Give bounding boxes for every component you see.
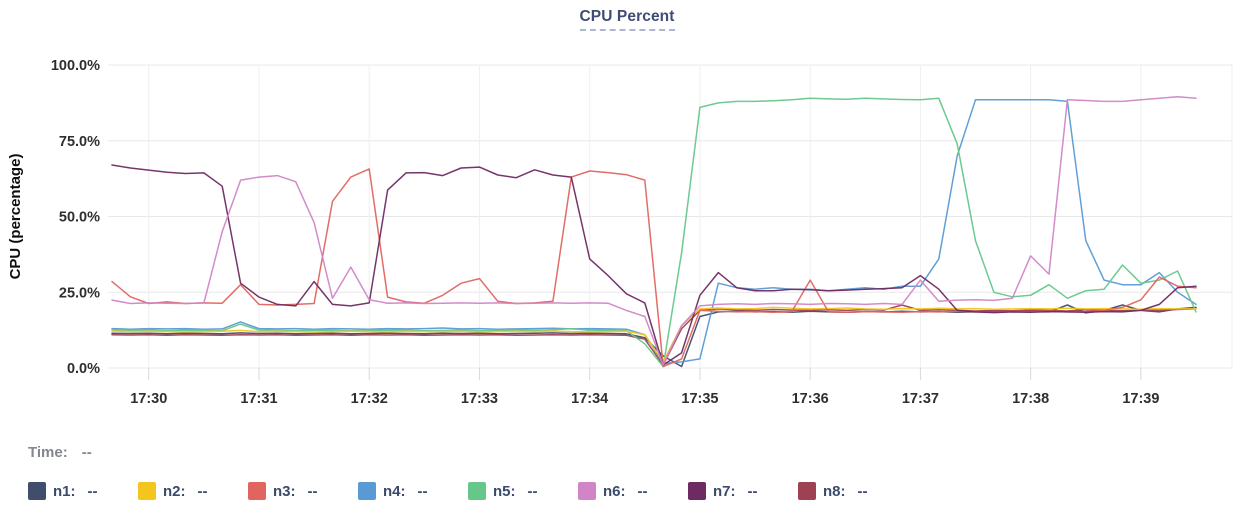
legend-item-n2[interactable]: n2: --: [138, 482, 217, 500]
y-tick-label-50.0%: 50.0%: [59, 210, 100, 226]
series-line-n3: [111, 168, 1197, 368]
y-tick-label-0.0%: 0.0%: [67, 361, 100, 377]
legend-label-n7: n7:: [713, 482, 736, 500]
x-tick-label-17:31: 17:31: [240, 391, 277, 407]
x-tick-label-17:35: 17:35: [681, 391, 718, 407]
legend-label-n4: n4:: [383, 482, 406, 500]
legend-item-n8[interactable]: n8: --: [798, 482, 877, 500]
legend-label-n3: n3:: [273, 482, 296, 500]
legend-item-n4[interactable]: n4: --: [358, 482, 437, 500]
legend-value-n6: --: [637, 482, 648, 500]
legend-item-n5[interactable]: n5: --: [468, 482, 547, 500]
x-tick-label-17:30: 17:30: [130, 391, 167, 407]
legend-item-n7[interactable]: n7: --: [688, 482, 767, 500]
x-tick-label-17:36: 17:36: [792, 391, 829, 407]
legend-label-n1: n1:: [53, 482, 76, 500]
x-tick-label-17:37: 17:37: [902, 391, 939, 407]
x-tick-label-17:32: 17:32: [351, 391, 388, 407]
series-line-n4: [111, 99, 1197, 365]
x-tick-label-17:33: 17:33: [461, 391, 498, 407]
time-value: --: [81, 444, 92, 461]
legend-swatch-n8: [798, 482, 816, 500]
series-line-n2: [111, 306, 1197, 363]
legend-value-n3: --: [307, 482, 318, 500]
legend-value-n1: --: [87, 482, 98, 500]
series-line-n8: [111, 304, 1197, 366]
series-line-n6: [111, 96, 1197, 366]
legend-swatch-n1: [28, 482, 46, 500]
legend-value-n7: --: [747, 482, 758, 500]
legend-swatch-n6: [578, 482, 596, 500]
legend-swatch-n2: [138, 482, 156, 500]
y-axis-title: CPU (percentage): [7, 154, 24, 280]
cpu-chart[interactable]: 0.0% 25.0% 50.0% 75.0% 100.0% 17:30 17:31 17:32…: [0, 0, 1254, 425]
legend-item-n1[interactable]: n1: --: [28, 482, 107, 500]
legend-label-n2: n2:: [163, 482, 186, 500]
legend-item-n6[interactable]: n6: --: [578, 482, 657, 500]
x-tick-label-17:39: 17:39: [1122, 391, 1159, 407]
x-tick-label-17:38: 17:38: [1012, 391, 1049, 407]
legend-swatch-n4: [358, 482, 376, 500]
legend-label-n6: n6:: [603, 482, 626, 500]
x-tick-label-17:34: 17:34: [571, 391, 608, 407]
legend-item-n3[interactable]: n3: --: [248, 482, 327, 500]
legend-swatch-n7: [688, 482, 706, 500]
legend-value-n8: --: [857, 482, 868, 500]
series-line-n5: [111, 97, 1197, 368]
legend-label-n8: n8:: [823, 482, 846, 500]
y-tick-label-75.0%: 75.0%: [59, 134, 100, 150]
y-tick-label-100.0%: 100.0%: [51, 58, 100, 74]
chart-title-row: CPU Percent: [0, 8, 1254, 31]
legend-value-n5: --: [527, 482, 538, 500]
legend-value-n4: --: [417, 482, 428, 500]
legend-label-n5: n5:: [493, 482, 516, 500]
chart-legend: n1: -- n2: -- n3: -- n4: -- n5: -- n6: -- n7: -- n8: --: [28, 482, 877, 500]
legend-swatch-n3: [248, 482, 266, 500]
legend-swatch-n5: [468, 482, 486, 500]
y-tick-label-25.0%: 25.0%: [59, 285, 100, 301]
legend-value-n2: --: [197, 482, 208, 500]
time-readout: Time: --: [28, 444, 92, 461]
series-line-n7: [111, 164, 1197, 366]
time-label: Time:: [28, 444, 68, 461]
chart-title: CPU Percent: [579, 8, 675, 31]
